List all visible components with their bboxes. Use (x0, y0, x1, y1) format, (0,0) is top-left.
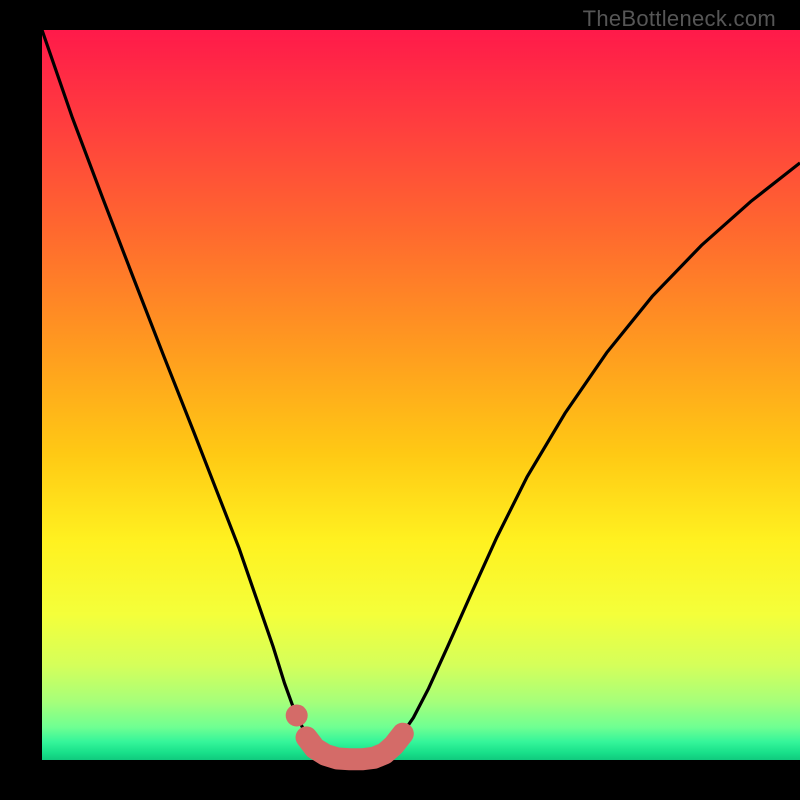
highlight-segment (307, 734, 403, 760)
plot-area (42, 30, 800, 760)
watermark-text: TheBottleneck.com (583, 6, 776, 32)
chart-svg (42, 30, 800, 760)
highlight-dot (286, 704, 308, 726)
bottleneck-curve (42, 30, 800, 759)
